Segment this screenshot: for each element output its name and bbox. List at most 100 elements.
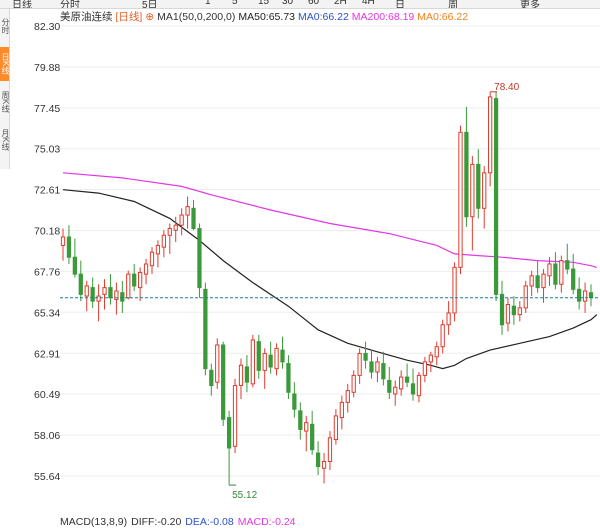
candle-body (553, 263, 558, 285)
candle-body (120, 292, 125, 302)
candle-body (523, 285, 528, 309)
candle-body (173, 224, 178, 231)
toolbar-item[interactable]: 1 (205, 0, 211, 7)
y-tick-label: 70.18 (34, 226, 60, 238)
candle-body (559, 260, 564, 285)
toolbar-item[interactable]: 2H (334, 0, 347, 7)
chart-legend: 美原油连续 [日线] ⊕ MA1(50,0,200,0) MA50:65.73 MA0:6… (60, 10, 471, 24)
sidebar-tab[interactable]: 月K线 (1, 129, 9, 151)
candle-body (571, 268, 576, 290)
toolbar-item[interactable]: 周 (448, 0, 458, 9)
y-tick-label: 77.45 (34, 103, 60, 115)
candle-body (268, 354, 273, 368)
toolbar-item[interactable]: 30 (282, 0, 294, 7)
candle-body (96, 295, 101, 302)
y-tick-label: 67.76 (34, 266, 60, 278)
macd-legend: MACD(13,8,9) DIFF:-0.20 DEA:-0.08 MACD:-0.2… (60, 516, 300, 528)
candle-body (256, 341, 261, 371)
candle-body (517, 307, 522, 316)
candle-body (155, 244, 161, 255)
candle-body (458, 131, 463, 268)
candle-body (191, 207, 196, 230)
period-label[interactable]: [日线] (115, 11, 143, 23)
candle-body (452, 266, 457, 314)
ma50-label: MA50:65.73 (238, 11, 295, 23)
candle-body (363, 352, 368, 361)
y-tick-label: 72.61 (34, 185, 60, 197)
candle-body (72, 256, 77, 275)
toolbar-item[interactable]: 日线 (12, 0, 32, 9)
candle-body (541, 273, 546, 289)
candle-body (215, 344, 220, 383)
candle-body (143, 263, 149, 275)
candle-body (476, 163, 481, 209)
candle-body (547, 263, 552, 277)
candle-body (232, 385, 238, 447)
toolbar-item[interactable]: 15 (258, 0, 270, 7)
candle-body (499, 293, 505, 326)
candle-body (66, 236, 72, 258)
candle-body (588, 292, 594, 299)
candle-body (137, 271, 143, 289)
ma200-line (62, 172, 598, 268)
candle-body (440, 324, 445, 348)
candle-body (422, 361, 428, 376)
candle-body (185, 206, 190, 216)
indicator-settings-icon[interactable]: ⊕ (145, 11, 155, 23)
sidebar-tab[interactable]: 周K线 (1, 91, 9, 113)
ma1-label: MA1(50,0,200,0) (157, 11, 236, 23)
grid-lines (60, 25, 600, 477)
candle-body (488, 96, 493, 174)
candle-body (304, 422, 309, 432)
candle-body (464, 131, 469, 218)
candle-body (565, 260, 570, 270)
macd-value: MACD:-0.24 (237, 516, 296, 528)
macd-diff: DIFF:-0.20 (131, 516, 182, 528)
candle-body (446, 312, 451, 326)
candle-body (375, 361, 380, 373)
candle-body (78, 273, 83, 295)
candle-body (250, 339, 255, 385)
candle-body (84, 285, 89, 297)
candle-body (529, 275, 534, 287)
candle-body (298, 410, 303, 430)
candle-body (161, 234, 166, 248)
candle-body (381, 363, 386, 380)
candle-body (280, 349, 285, 363)
candle-body (404, 376, 410, 383)
candle-body (197, 228, 202, 289)
candle-body (167, 228, 172, 236)
toolbar-item[interactable]: 日 (395, 0, 405, 9)
high-annotation: 78.40 (494, 82, 519, 93)
ma50-layer (62, 189, 598, 370)
instrument-name: 美原油连续 (60, 11, 113, 23)
candle-body (470, 163, 475, 218)
candle-body (369, 361, 374, 373)
candle-body (387, 379, 392, 393)
candle-body (179, 214, 184, 226)
toolbar-item[interactable]: 4H (362, 0, 375, 7)
toolbar-item[interactable]: 5日 (142, 0, 158, 9)
macd-dea: DEA:-0.08 (185, 516, 234, 528)
toolbar-item[interactable]: 5 (232, 0, 238, 7)
sidebar-tab[interactable]: 日K线 (0, 47, 9, 81)
candle-body (286, 363, 291, 393)
candle-body (321, 460, 327, 469)
toolbar-item[interactable]: 60 (308, 0, 320, 7)
sidebar-tab[interactable]: 分时 (1, 18, 9, 34)
toolbar-item[interactable]: 更多 (520, 0, 540, 9)
top-toolbar: 日线 分时 5日 1 5 15 30 60 2H 4H 日周更多 (0, 0, 600, 9)
candle-body (132, 273, 137, 287)
y-tick-label: 75.03 (34, 144, 60, 156)
candle-body (90, 287, 95, 302)
y-tick-label: 82.30 (34, 21, 60, 33)
overlay-layer: 78.40 55.12 (60, 82, 600, 501)
candle-body (114, 290, 119, 300)
candle-body (310, 423, 315, 451)
candle-body (339, 401, 344, 419)
candle-body (149, 251, 155, 267)
macd-label: MACD(13,8,9) (60, 516, 128, 528)
toolbar-item[interactable]: 分时 (60, 0, 80, 9)
y-tick-label: 65.34 (34, 307, 60, 319)
